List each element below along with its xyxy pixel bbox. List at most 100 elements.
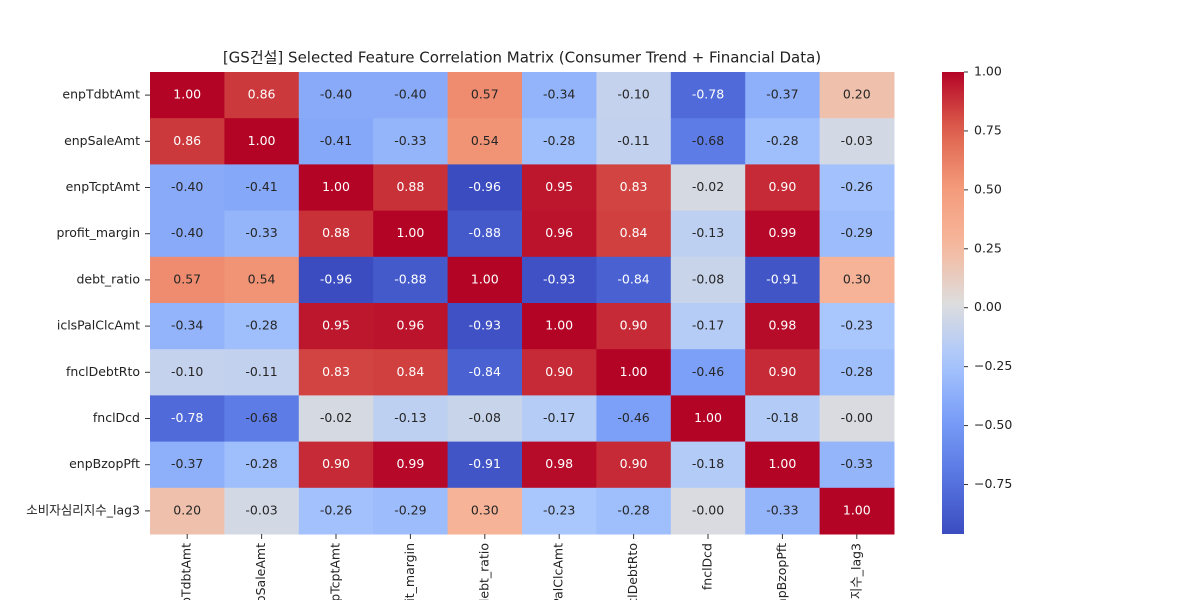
cell-label: 1.00	[173, 87, 201, 102]
heatmap-cell	[670, 395, 746, 443]
heatmap-cell	[447, 395, 523, 443]
heatmap-cell	[745, 395, 821, 443]
heatmap-cell	[447, 210, 523, 258]
heatmap-cell	[224, 118, 300, 165]
heatmap-cell	[745, 441, 821, 489]
cell-label: 0.90	[620, 456, 648, 471]
x-tick-label: 소비자심리지수_lag3	[848, 543, 863, 600]
heatmap-cell	[373, 441, 449, 489]
cell-label: -0.33	[766, 502, 798, 517]
cell-label: -0.34	[543, 87, 575, 102]
cell-label: -0.91	[469, 456, 501, 471]
heatmap-cell	[150, 303, 225, 350]
cell-label: -0.02	[320, 410, 352, 425]
chart-title: [GS건설] Selected Feature Correlation Matr…	[223, 49, 821, 67]
heatmap-cell	[745, 118, 821, 165]
cell-label: -0.68	[692, 133, 724, 148]
cell-label: -0.18	[766, 410, 798, 425]
heatmap-cell	[522, 118, 597, 165]
cell-label: -0.33	[245, 225, 277, 240]
cell-label: -0.84	[617, 271, 649, 286]
heatmap-cell	[298, 118, 374, 165]
cell-label: -0.37	[171, 456, 203, 471]
heatmap-cell	[670, 256, 746, 304]
heatmap-cell	[373, 395, 449, 443]
x-tick-label: enpBzopPft	[774, 543, 789, 600]
y-tick-label: fnclDcd	[93, 410, 140, 425]
cell-label: 0.30	[843, 271, 871, 286]
cell-label: 0.54	[248, 271, 276, 286]
cell-label: 1.00	[545, 318, 573, 333]
heatmap-cell	[224, 303, 300, 350]
heatmap-cell	[447, 487, 523, 535]
cell-label: -0.28	[245, 318, 277, 333]
heatmap-cell	[522, 210, 597, 258]
heatmap-cell	[670, 72, 746, 119]
colorbar-tick-label: −0.25	[974, 358, 1012, 373]
heatmap-cell	[373, 210, 449, 258]
cell-label: -0.40	[320, 87, 352, 102]
cell-label: -0.08	[692, 271, 724, 286]
cell-label: -0.28	[617, 502, 649, 517]
heatmap-cell	[596, 303, 672, 350]
heatmap-cell	[447, 118, 523, 165]
y-tick-label: debt_ratio	[76, 271, 140, 286]
cell-label: 1.00	[694, 410, 722, 425]
cell-label: -0.02	[692, 179, 724, 194]
heatmap-cell	[373, 349, 449, 396]
heatmap-cell	[224, 256, 300, 304]
heatmap-cell	[819, 487, 895, 535]
cell-label: 1.00	[471, 271, 499, 286]
cell-label: -0.93	[543, 271, 575, 286]
x-tick-label: enpSaleAmt	[253, 543, 268, 600]
cell-label: -0.46	[692, 364, 724, 379]
x-tick-label: enpTcptAmt	[328, 543, 343, 600]
heatmap-cell	[596, 210, 672, 258]
heatmap-cell	[447, 349, 523, 396]
cell-label: -0.29	[394, 502, 426, 517]
colorbar-tick-label: −0.50	[974, 417, 1012, 432]
cell-label: 0.86	[248, 87, 276, 102]
heatmap-cell	[596, 164, 672, 212]
cell-label: 0.99	[768, 225, 796, 240]
colorbar-tick-label: 0.25	[974, 240, 1002, 255]
heatmap-cell	[447, 441, 523, 489]
heatmap-cell	[819, 256, 895, 304]
heatmap-cell	[819, 164, 895, 212]
heatmap-cell	[224, 487, 300, 535]
heatmap-cell	[150, 164, 225, 212]
heatmap-cell	[745, 349, 821, 396]
y-tick-label: enpTdbtAmt	[62, 87, 140, 102]
heatmap-cell	[224, 349, 300, 396]
heatmap-cell	[150, 487, 225, 535]
heatmap-cell	[373, 72, 449, 119]
cell-label: -0.17	[692, 318, 724, 333]
cell-label: 1.00	[396, 225, 424, 240]
cell-label: -0.28	[543, 133, 575, 148]
y-tick-label: 소비자심리지수_lag3	[26, 502, 140, 517]
cell-label: -0.18	[692, 456, 724, 471]
heatmap-cell	[522, 256, 597, 304]
heatmap-cell	[298, 210, 374, 258]
cell-label: 0.30	[471, 502, 499, 517]
heatmap-cell	[522, 487, 597, 535]
cell-label: -0.10	[617, 87, 649, 102]
heatmap-cell	[522, 303, 597, 350]
heatmap-cell	[224, 164, 300, 212]
heatmap-cell	[298, 164, 374, 212]
heatmap-cell	[150, 395, 225, 443]
cell-label: -0.78	[692, 87, 724, 102]
heatmap-cell	[224, 210, 300, 258]
heatmap-cell	[373, 118, 449, 165]
heatmap-cell	[596, 441, 672, 489]
cell-label: -0.03	[841, 133, 873, 148]
cell-label: -0.17	[543, 410, 575, 425]
cell-label: 1.00	[620, 364, 648, 379]
heatmap-cell	[819, 210, 895, 258]
cell-label: 0.88	[396, 179, 424, 194]
cell-label: -0.37	[766, 87, 798, 102]
heatmap-cell	[150, 72, 225, 119]
cell-label: 0.84	[396, 364, 424, 379]
x-tick-label: fnclDebtRto	[625, 543, 640, 600]
